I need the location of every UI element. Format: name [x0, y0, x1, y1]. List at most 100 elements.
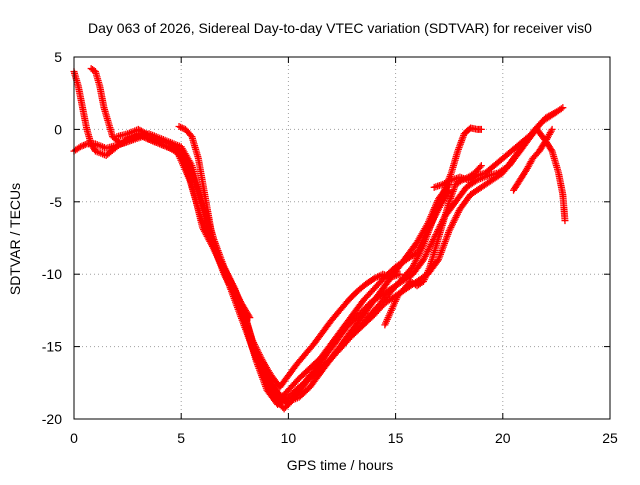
data-point: [220, 270, 228, 278]
data-point: [552, 108, 560, 116]
x-tick-label: 25: [602, 430, 618, 446]
data-point: [425, 223, 433, 231]
data-point: [178, 124, 186, 132]
data-point: [421, 232, 429, 240]
data-point: [153, 135, 161, 143]
y-tick-label: -10: [42, 266, 62, 282]
data-point: [411, 258, 419, 266]
data-point: [426, 242, 434, 250]
y-tick-label: -5: [50, 194, 63, 210]
data-point: [424, 247, 432, 255]
data-point: [413, 248, 421, 256]
series-sat-track-4: [175, 104, 567, 413]
data-point: [416, 243, 424, 251]
series-sat-track-8: [381, 162, 485, 329]
data-point: [140, 129, 148, 137]
data-point: [548, 111, 556, 119]
axes: 0 5 10 15 20 25 5 0 -5 -10 -15 -20: [42, 49, 618, 446]
series-sat-track-9: [430, 125, 569, 225]
data-point: [448, 220, 456, 228]
data-point: [413, 255, 421, 263]
series-sat-track-6: [224, 277, 254, 322]
data-point: [177, 147, 185, 155]
data-point: [181, 155, 189, 163]
data-point: [425, 244, 433, 252]
data-point: [185, 162, 193, 170]
data-point: [80, 141, 88, 149]
data-point: [423, 228, 431, 236]
data-point: [412, 256, 420, 264]
data-point: [418, 238, 426, 246]
data-point: [423, 249, 431, 257]
data-point: [559, 104, 567, 112]
data-point: [422, 251, 430, 259]
data-point: [151, 135, 159, 143]
y-tick-label: 0: [54, 121, 62, 137]
data-point: [415, 245, 423, 253]
data-point: [419, 237, 427, 245]
data-point: [414, 247, 422, 255]
y-axis-label: SDTVAR / TECUs: [7, 183, 23, 295]
data-point: [420, 254, 428, 262]
data-point: [428, 218, 436, 226]
data-point: [447, 223, 455, 231]
y-tick-label: -20: [42, 411, 62, 427]
data-point: [150, 134, 158, 142]
data-point: [445, 227, 453, 235]
data-point: [557, 105, 565, 113]
x-tick-label: 15: [388, 430, 404, 446]
data-points: [70, 65, 569, 413]
data-point: [430, 213, 438, 221]
data-point: [432, 210, 440, 218]
data-point: [185, 164, 193, 172]
x-tick-label: 10: [281, 430, 297, 446]
plot-frame: [73, 56, 611, 420]
data-point: [76, 143, 84, 151]
data-point: [142, 130, 150, 138]
x-tick-label: 0: [70, 430, 78, 446]
data-point: [148, 133, 156, 141]
x-axis-label: GPS time / hours: [287, 457, 394, 473]
data-point: [184, 160, 192, 168]
data-point: [451, 215, 459, 223]
data-point: [416, 242, 424, 250]
data-point: [222, 274, 230, 282]
data-point: [180, 152, 188, 160]
series-sat-track-3: [87, 65, 453, 406]
data-point: [431, 212, 439, 220]
data-point: [396, 270, 404, 278]
data-point: [183, 159, 191, 167]
data-point: [549, 110, 557, 118]
data-point: [446, 225, 454, 233]
data-point: [454, 208, 462, 216]
x-tick-label: 5: [177, 430, 185, 446]
data-point: [417, 240, 425, 248]
data-point: [421, 252, 429, 260]
data-point: [145, 131, 153, 139]
y-tick-label: 5: [54, 49, 62, 65]
data-point: [429, 217, 437, 225]
data-point: [78, 142, 86, 150]
x-tick-label: 20: [495, 430, 511, 446]
data-point: [136, 126, 144, 134]
data-point: [134, 125, 142, 133]
data-point: [551, 109, 559, 117]
data-point: [450, 217, 458, 225]
series-sat-track-1: [70, 124, 485, 409]
data-point: [179, 150, 187, 158]
data-point: [542, 114, 550, 122]
data-point: [430, 215, 438, 223]
data-point: [180, 154, 188, 162]
chart-title: Day 063 of 2026, Sidereal Day-to-day VTE…: [88, 20, 592, 36]
data-point: [545, 112, 553, 120]
data-point: [453, 210, 461, 218]
data-point: [426, 222, 434, 230]
data-point: [424, 227, 432, 235]
data-point: [448, 222, 456, 230]
data-point: [453, 212, 461, 220]
data-point: [177, 123, 185, 131]
data-point: [449, 218, 457, 226]
data-point: [433, 208, 441, 216]
